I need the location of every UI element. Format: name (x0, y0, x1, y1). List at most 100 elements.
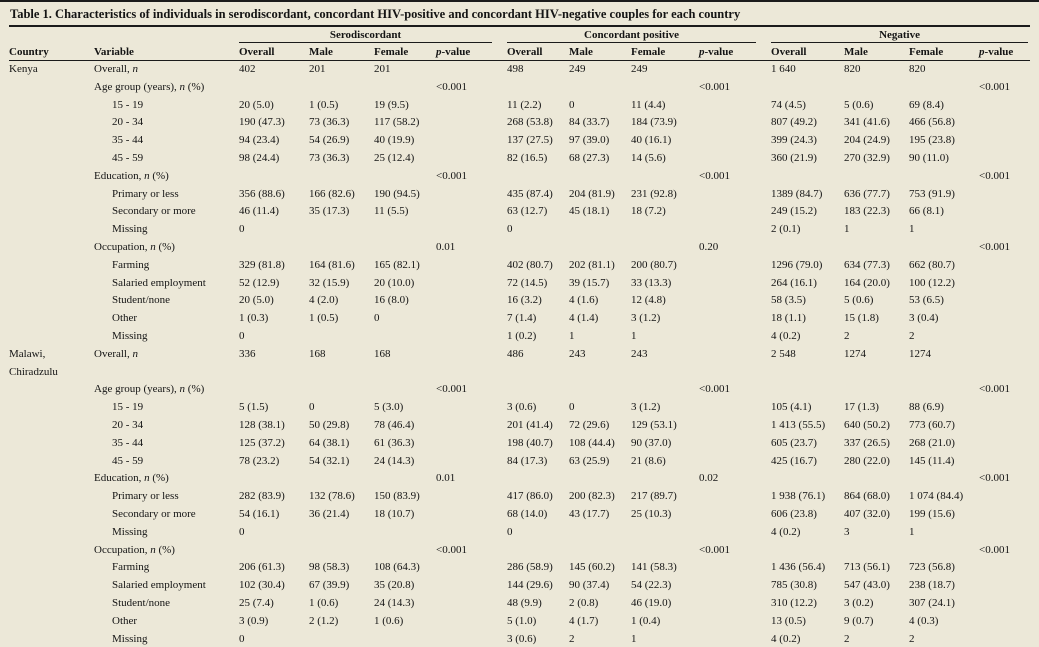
country-cell (9, 79, 94, 97)
p-value-cell (436, 559, 507, 577)
value-cell (507, 542, 569, 560)
value-cell: 25 (10.3) (631, 507, 672, 520)
country-cell (9, 470, 94, 488)
value-cell: 25 (12.4) (374, 151, 415, 164)
country-cell (9, 488, 94, 506)
p-value-cell (979, 61, 1030, 79)
value-cell: 198 (40.7) (507, 436, 553, 449)
value-cell: 11 (2.2) (507, 98, 542, 111)
value-cell (771, 79, 844, 97)
value-cell: 270 (32.9) (844, 151, 890, 164)
value-cell: 78 (46.4) (374, 418, 415, 431)
value-cell: 58 (3.5) (771, 294, 806, 307)
p-value-cell (436, 364, 507, 382)
value-cell: 498 (507, 63, 524, 75)
country-cell (9, 506, 94, 524)
table-row: Other 3 (0.9) 2 (1.2) 1 (0.6) 5 (1.0) 4 (1.7)… (9, 613, 1030, 631)
table-row: Salaried employment 102 (30.4) 67 (39.9) 35… (9, 577, 1030, 595)
value-cell: 33 (13.3) (631, 276, 672, 289)
value-cell: 2 (844, 632, 850, 645)
col-header-male: Male (844, 43, 910, 61)
variable-cell: 15 - 19 (112, 401, 144, 414)
value-cell: 9 (0.7) (844, 614, 874, 627)
table-row: Education, n (%) 0.01 0.02 <0.001 (9, 470, 1030, 488)
table-row: 45 - 59 78 (23.2) 54 (32.1) 24 (14.3) 84 (17… (9, 453, 1030, 471)
p-value-cell (436, 435, 507, 453)
table-row: Student/none 25 (7.4) 1 (0.6) 24 (14.3) 48 (… (9, 595, 1030, 613)
value-cell (771, 542, 844, 560)
p-value-cell (436, 595, 507, 613)
country-cell (9, 150, 94, 168)
p-value-cell (436, 577, 507, 595)
value-cell: 231 (92.8) (631, 187, 677, 200)
value-cell: 4 (1.6) (569, 294, 599, 307)
p-value-cell (979, 186, 1030, 204)
col-header-male: Male (309, 43, 374, 61)
value-cell: 24 (14.3) (374, 596, 415, 609)
value-cell: 1 (569, 329, 575, 342)
p-value-cell (699, 292, 771, 310)
variable-cell: 20 - 34 (112, 116, 144, 129)
p-value-cell (979, 97, 1030, 115)
col-header-overall: Overall (507, 43, 569, 61)
group-header-serodiscordant: Serodiscordant (239, 27, 507, 43)
p-value-cell (979, 417, 1030, 435)
value-cell: 63 (12.7) (507, 205, 548, 218)
p-value-cell (979, 524, 1030, 542)
variable-cell: Education, n (%) (94, 472, 169, 485)
variable-cell: Age group (years), n (%) (94, 80, 205, 93)
p-value-cell (699, 221, 771, 239)
value-cell: 4 (0.2) (771, 525, 801, 538)
country-cell (9, 310, 94, 328)
p-value-cell (699, 150, 771, 168)
table-row: Farming 206 (61.3) 98 (58.3) 108 (64.3) 286 … (9, 559, 1030, 577)
p-value-cell (699, 417, 771, 435)
value-cell: 19 (9.5) (374, 98, 409, 111)
value-cell: 20 (5.0) (239, 98, 274, 111)
value-cell: 640 (50.2) (844, 418, 890, 431)
value-cell (771, 239, 844, 257)
p-value-cell (979, 310, 1030, 328)
table-row: Education, n (%) <0.001 <0.001 <0.001 (9, 168, 1030, 186)
value-cell: 1 (0.5) (309, 98, 339, 111)
variable-cell: Overall, n (94, 63, 138, 75)
value-cell: 64 (38.1) (309, 436, 350, 449)
p-value-cell (979, 114, 1030, 132)
value-cell: 4 (0.2) (771, 632, 801, 645)
value-cell: 2 (0.8) (569, 596, 599, 609)
value-cell (309, 470, 374, 488)
country-cell (9, 417, 94, 435)
value-cell: 1 640 (771, 63, 796, 75)
value-cell: 1 (844, 223, 850, 236)
country-cell (9, 613, 94, 631)
p-value-cell (699, 346, 771, 364)
value-cell: 280 (22.0) (844, 454, 890, 467)
variable-cell: Missing (112, 329, 148, 342)
value-cell (631, 524, 699, 542)
value-cell: 108 (44.4) (569, 436, 615, 449)
value-cell: 753 (91.9) (909, 187, 955, 200)
value-cell (631, 470, 699, 488)
p-value-cell (979, 346, 1030, 364)
value-cell: 190 (94.5) (374, 187, 420, 200)
value-cell: 5 (1.0) (507, 614, 537, 627)
value-cell: 1 (0.3) (239, 312, 269, 325)
value-cell: 68 (27.3) (569, 151, 610, 164)
group-header-spacer (94, 27, 239, 43)
p-value-cell (436, 453, 507, 471)
p-value-rest: -value (984, 46, 1014, 58)
value-cell (309, 631, 374, 647)
group-label-serodiscordant: Serodiscordant (239, 29, 492, 43)
value-cell: 407 (32.0) (844, 507, 890, 520)
country-cell (9, 595, 94, 613)
value-cell (909, 381, 979, 399)
variable-cell: Missing (112, 223, 148, 236)
value-cell: 773 (60.7) (909, 418, 955, 431)
variable-cell: Missing (112, 525, 148, 538)
value-cell (239, 168, 309, 186)
p-value-cell: <0.001 (436, 543, 467, 556)
col-header-variable: Variable (94, 43, 239, 61)
value-cell: 1 413 (55.5) (771, 418, 826, 431)
value-cell: 2 548 (771, 347, 796, 360)
table-title: Table 1. Characteristics of individuals … (9, 4, 1030, 27)
